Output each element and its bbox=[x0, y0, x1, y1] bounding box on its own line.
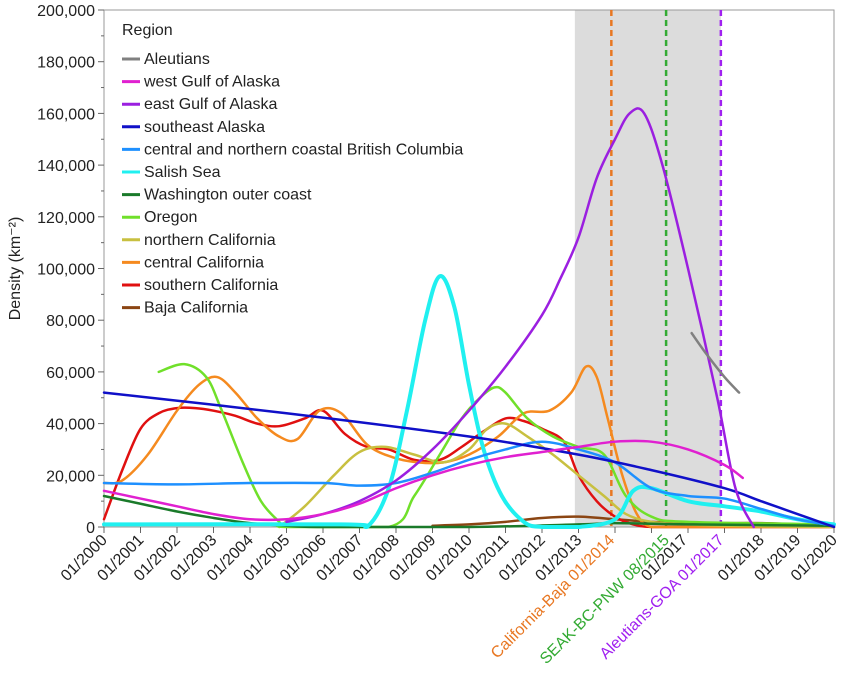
legend-entry: Aleutians bbox=[144, 51, 210, 68]
y-tick-label: 100,000 bbox=[37, 262, 95, 279]
series-line bbox=[285, 107, 755, 529]
y-tick-label: 0 bbox=[86, 520, 95, 537]
y-tick-label: 140,000 bbox=[37, 158, 95, 175]
y-tick-label: 40,000 bbox=[46, 417, 95, 434]
legend-entry: northern California bbox=[144, 232, 276, 249]
legend-entry: southern California bbox=[144, 277, 278, 294]
y-tick-label: 160,000 bbox=[37, 106, 95, 123]
series-line bbox=[102, 439, 744, 522]
legend-title: Region bbox=[122, 22, 173, 39]
legend-entry: Salish Sea bbox=[144, 164, 221, 181]
series-line bbox=[102, 406, 836, 529]
legend-entry: Washington outer coast bbox=[144, 187, 312, 204]
series-line bbox=[102, 440, 836, 527]
y-tick-label: 180,000 bbox=[37, 55, 95, 72]
series-line bbox=[157, 362, 836, 529]
legend-entry: west Gulf of Alaska bbox=[143, 74, 280, 91]
legend-entry: southeast Alaska bbox=[144, 119, 265, 136]
legend-entry: central and northern coastal British Col… bbox=[144, 141, 463, 158]
y-tick-label: 80,000 bbox=[46, 313, 95, 330]
y-axis-label: Density (km⁻²) bbox=[7, 217, 24, 321]
y-tick-label: 60,000 bbox=[46, 365, 95, 382]
series-line bbox=[690, 331, 741, 394]
y-tick-label: 20,000 bbox=[46, 468, 95, 485]
y-tick-label: 200,000 bbox=[37, 3, 95, 20]
legend-entry: east Gulf of Alaska bbox=[144, 96, 278, 113]
legend-entry: central California bbox=[144, 254, 264, 271]
y-tick-label: 120,000 bbox=[37, 210, 95, 227]
legend-entry: Oregon bbox=[144, 209, 197, 226]
series-line bbox=[102, 494, 836, 529]
series-line bbox=[102, 391, 836, 529]
legend-entry: Baja California bbox=[144, 300, 248, 317]
series-line bbox=[277, 422, 836, 529]
